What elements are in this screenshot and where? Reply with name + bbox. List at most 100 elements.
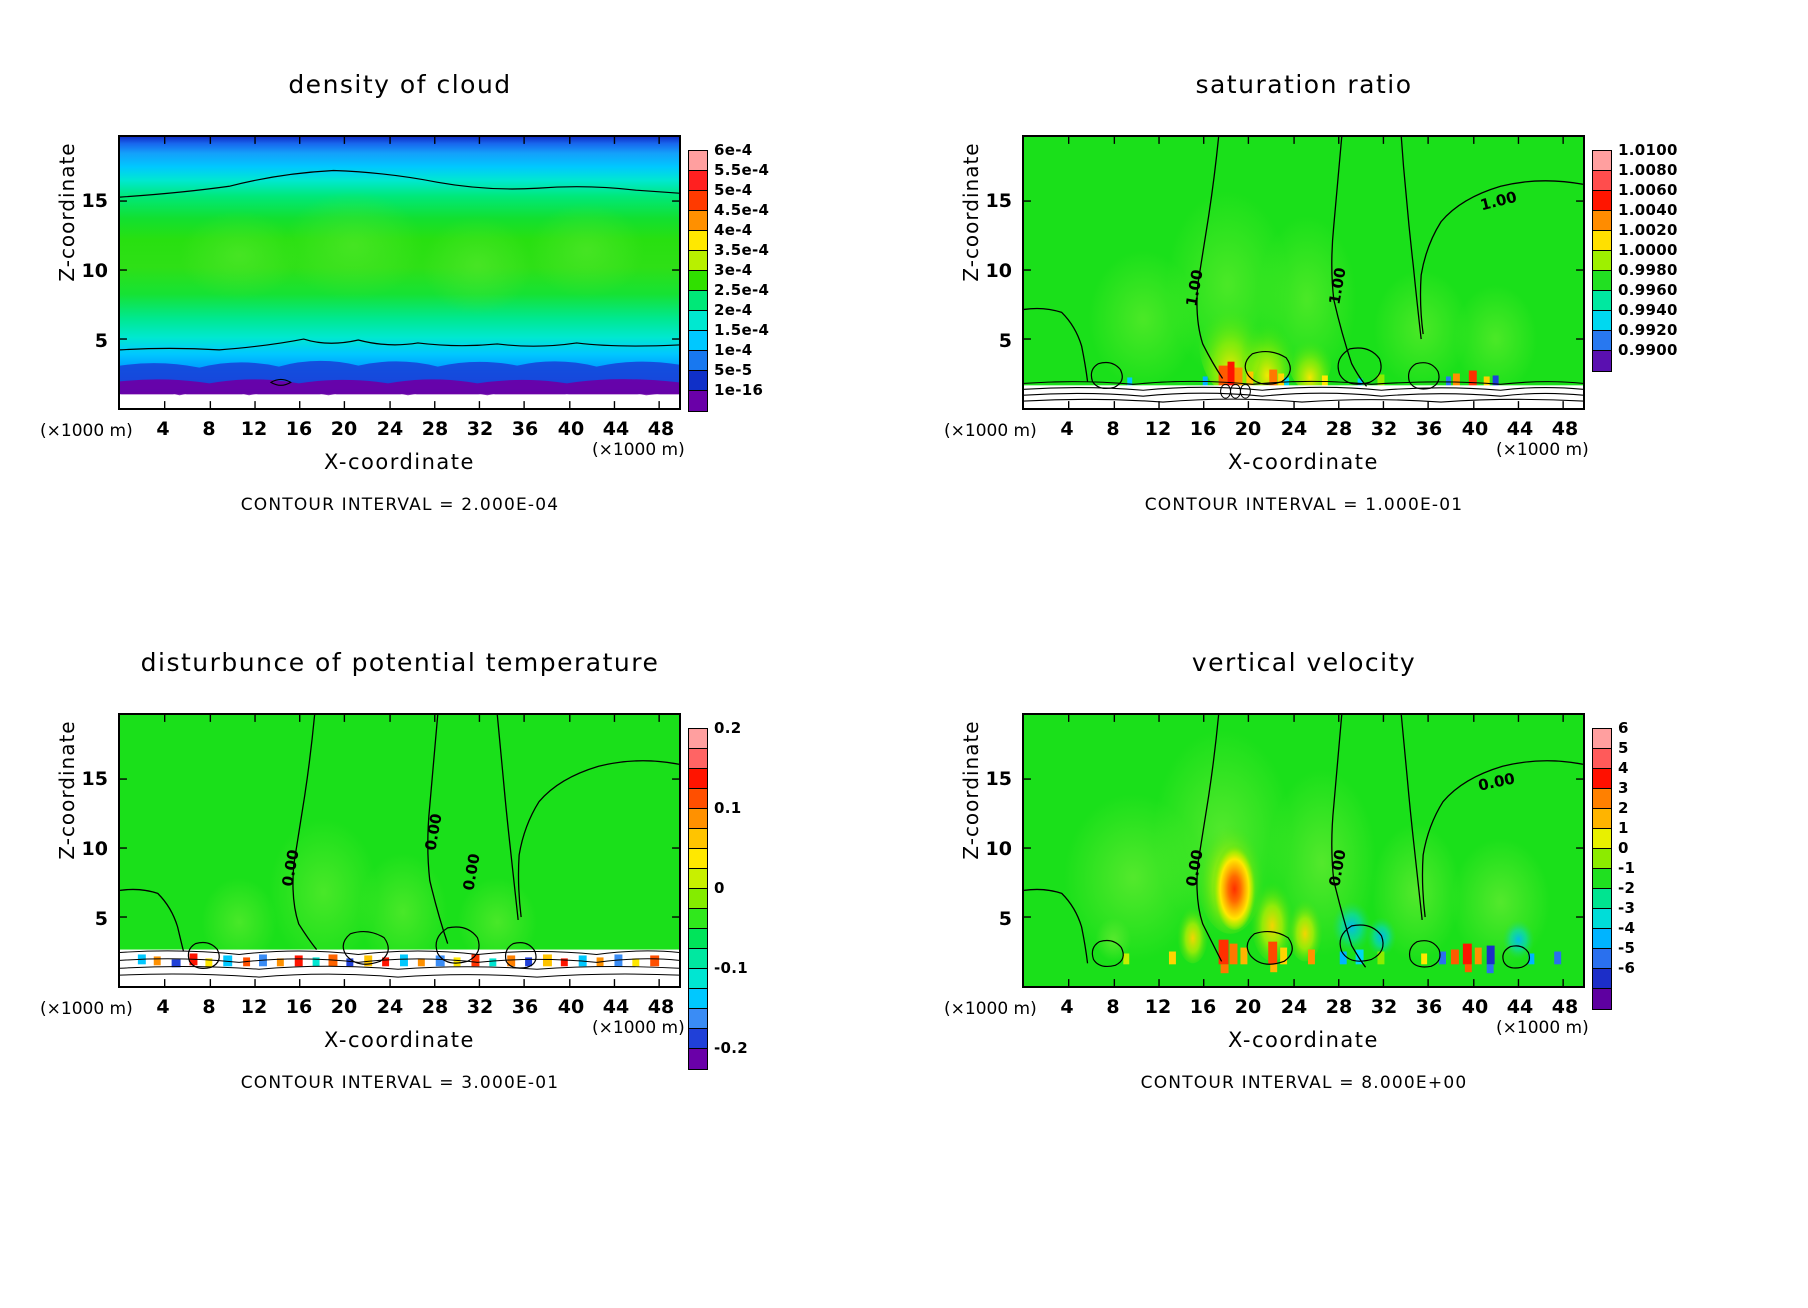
colorbar-cell [689, 929, 707, 949]
colorbar-cell [689, 869, 707, 889]
colorbar-tick-label: 6 [1618, 719, 1629, 737]
x-unit-left: (×1000 m) [40, 421, 133, 441]
colorbar-tick-label: 1.0020 [1618, 221, 1678, 239]
colorbar-cell [689, 769, 707, 789]
colorbar-tick-label: 0.9900 [1618, 341, 1678, 359]
x-tick-24: 24 [376, 418, 404, 440]
colorbar-tick-label: 1e-16 [714, 381, 764, 399]
y-tick-5: 5 [94, 330, 108, 352]
x-tick-20: 20 [1234, 418, 1262, 440]
colorbar-strip[interactable] [1592, 728, 1612, 1010]
x-tick-28: 28 [421, 418, 449, 440]
colorbar-tick-label: 0.9980 [1618, 261, 1678, 279]
x-tick-48: 48 [1551, 418, 1579, 440]
x-tick-36: 36 [1415, 996, 1443, 1018]
contour-interval-note: CONTOUR INTERVAL = 1.000E-01 [1144, 495, 1464, 515]
x-tick-8: 8 [1106, 418, 1120, 440]
colorbar-tick-label: 1.0040 [1618, 201, 1678, 219]
x-tick-16: 16 [285, 418, 313, 440]
colorbar-cell [1593, 311, 1611, 331]
x-tick-16: 16 [1189, 418, 1217, 440]
x-tick-44: 44 [602, 418, 630, 440]
plot-area-vertical-velocity: 0.00 0.00 0.00 [1022, 713, 1585, 988]
panel-title: density of cloud [288, 70, 512, 99]
x-tick-44: 44 [1506, 996, 1534, 1018]
panel-title: vertical velocity [1191, 648, 1417, 677]
panel-title: saturation ratio [1195, 70, 1413, 99]
colorbar-tick-label: -6 [1618, 959, 1636, 977]
x-tick-36: 36 [511, 996, 539, 1018]
x-tick-12: 12 [1144, 996, 1172, 1018]
colorbar-tick-label: 4 [1618, 759, 1629, 777]
colorbar-cell [689, 231, 707, 251]
colorbar-tick-label: 1.0060 [1618, 181, 1678, 199]
contour-interval-note: CONTOUR INTERVAL = 2.000E-04 [240, 495, 560, 515]
contour-field [120, 137, 679, 408]
x-tick-48: 48 [647, 418, 675, 440]
x-tick-48: 48 [1551, 996, 1579, 1018]
panel-saturation-ratio: saturation ratio Z-coordinate [904, 0, 1808, 654]
colorbar-cell [689, 351, 707, 371]
colorbar-tick-label: 3 [1618, 779, 1629, 797]
contour-field [1024, 715, 1583, 986]
x-tick-32: 32 [1370, 418, 1398, 440]
y-tick-15: 15 [81, 768, 108, 790]
y-tick-15: 15 [81, 190, 108, 212]
colorbar-cell [689, 809, 707, 829]
x-tick-4: 4 [1060, 996, 1074, 1018]
x-tick-24: 24 [1280, 996, 1308, 1018]
colorbar-tick-label: -0.2 [714, 1039, 748, 1057]
x-tick-28: 28 [1325, 996, 1353, 1018]
contour-interval-note: CONTOUR INTERVAL = 8.000E+00 [1140, 1073, 1468, 1093]
colorbar-tick-label: 2 [1618, 799, 1629, 817]
panel-disturbunce-of-potential-temperature: disturbunce of potential temperature Z-c… [0, 578, 904, 1232]
colorbar-cell [689, 909, 707, 929]
x-tick-16: 16 [285, 996, 313, 1018]
colorbar-cell [1593, 889, 1611, 909]
colorbar-tick-label: 5e-4 [714, 181, 753, 199]
y-tick-5: 5 [998, 908, 1012, 930]
colorbar-tick-label: 3e-4 [714, 261, 753, 279]
colorbar-tick-label: -1 [1618, 859, 1636, 877]
x-tick-44: 44 [1506, 418, 1534, 440]
colorbar-cell [1593, 749, 1611, 769]
x-tick-40: 40 [557, 996, 585, 1018]
x-unit-right: (×1000 m) [592, 440, 685, 460]
x-axis-label: X-coordinate [324, 1028, 475, 1052]
colorbar-cell [689, 849, 707, 869]
colorbar-cell [1593, 869, 1611, 889]
colorbar-strip[interactable] [688, 150, 708, 412]
colorbar-tick-label: 0 [714, 879, 725, 897]
colorbar-tick-label: 0.9960 [1618, 281, 1678, 299]
colorbar-tick-label: 5.5e-4 [714, 161, 770, 179]
x-unit-left: (×1000 m) [40, 999, 133, 1019]
colorbar-cell [1593, 909, 1611, 929]
colorbar-cell [689, 829, 707, 849]
colorbar-cell [689, 989, 707, 1009]
y-axis-label: Z-coordinate [959, 720, 983, 860]
x-tick-48: 48 [647, 996, 675, 1018]
x-tick-36: 36 [1415, 418, 1443, 440]
colorbar-tick-label: -2 [1618, 879, 1636, 897]
x-tick-12: 12 [240, 996, 268, 1018]
x-tick-32: 32 [1370, 996, 1398, 1018]
colorbar-strip[interactable] [688, 728, 708, 1070]
colorbar-tick-label: 5e-5 [714, 361, 753, 379]
colorbar-cell [1593, 789, 1611, 809]
panel-title: disturbunce of potential temperature [140, 648, 660, 677]
colorbar-cell [689, 729, 707, 749]
colorbar-tick-label: 1e-4 [714, 341, 753, 359]
colorbar-tick-label: 0.1 [714, 799, 742, 817]
colorbar-tick-label: 5 [1618, 739, 1629, 757]
colorbar-tick-label: -0.1 [714, 959, 748, 977]
y-axis-label: Z-coordinate [55, 142, 79, 282]
y-tick-10: 10 [985, 260, 1012, 282]
panel-vertical-velocity: vertical velocity Z-coordinate [904, 578, 1808, 1232]
y-tick-10: 10 [81, 260, 108, 282]
panel-density-of-cloud: density of cloud Z-coordinate [0, 0, 904, 654]
colorbar-cell [689, 271, 707, 291]
x-tick-40: 40 [557, 418, 585, 440]
colorbar-strip[interactable] [1592, 150, 1612, 372]
x-tick-8: 8 [202, 996, 216, 1018]
x-tick-32: 32 [466, 418, 494, 440]
